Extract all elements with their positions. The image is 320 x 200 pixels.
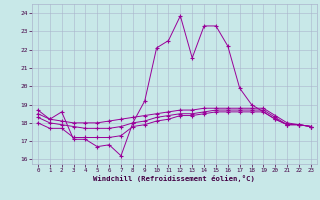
- X-axis label: Windchill (Refroidissement éolien,°C): Windchill (Refroidissement éolien,°C): [93, 175, 255, 182]
